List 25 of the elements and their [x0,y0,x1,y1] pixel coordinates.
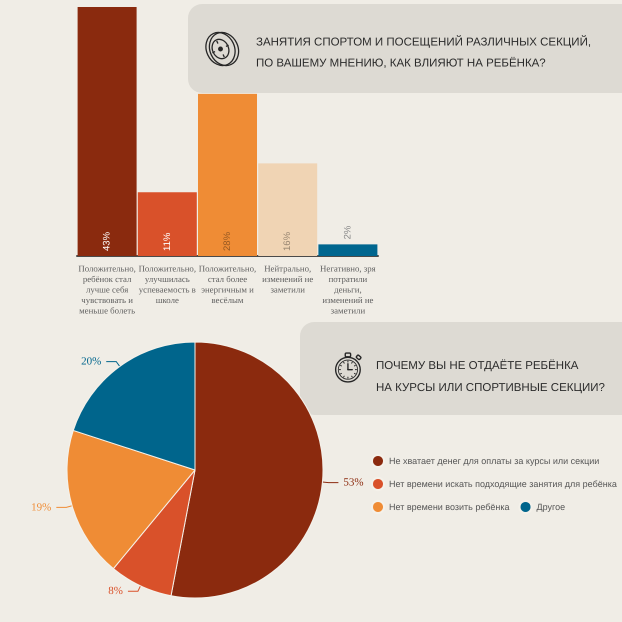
legend-label: Нет времени возить ребёнка [389,502,510,512]
data-label: 28% [222,231,233,251]
text: ПОЧЕМУ ВЫ НЕ ОТДАЁТЕ РЕБЁНКА НА КУРСЫ ИЛИ СПОРТИВНЫЕ СЕКЦИИ? [376,359,605,394]
data-label: 2% [342,225,354,240]
data-label: 43% [102,231,113,251]
x-tick-label: Положительно, улучшилась успеваемость в школе [138,263,196,306]
x-tick-label: Положительно, стал более энергичным и весёлым [198,263,256,306]
x-tick-label: Положительно, ребёнок стал лучше себя чувствовать и меньше болеть [78,263,136,316]
data-label: 8% [108,585,123,598]
data-label: 16% [282,231,294,251]
data-label: 20% [81,356,102,368]
legend-label: Другое [536,502,566,512]
bar [78,7,137,256]
bar [138,192,197,256]
data-label: 11% [162,232,173,251]
x-tick-label: Нейтрально, изменений не заметили [262,263,314,294]
text: ЗАНЯТИЯ СПОРТОМ И ПОСЕЩЕНИЙ РАЗЛИЧНЫХ СЕКЦИЙ, ПО ВАШЕМУ МНЕНИЮ, КАК ВЛИЯЮТ НА РЕБЁНКА? [256,34,592,70]
bar [258,163,318,256]
bar [198,94,257,256]
legend-label: Не хватает денег для оплаты за курсы или секции [389,456,600,466]
data-label: 53% [343,476,364,489]
data-label: 19% [31,501,52,514]
legend-label: Нет времени искать подходящие занятия для ребёнка [389,479,617,489]
x-tick-label: Негативно, зря потратили деньги, изменений не заметили [320,263,376,316]
bar [318,244,378,256]
